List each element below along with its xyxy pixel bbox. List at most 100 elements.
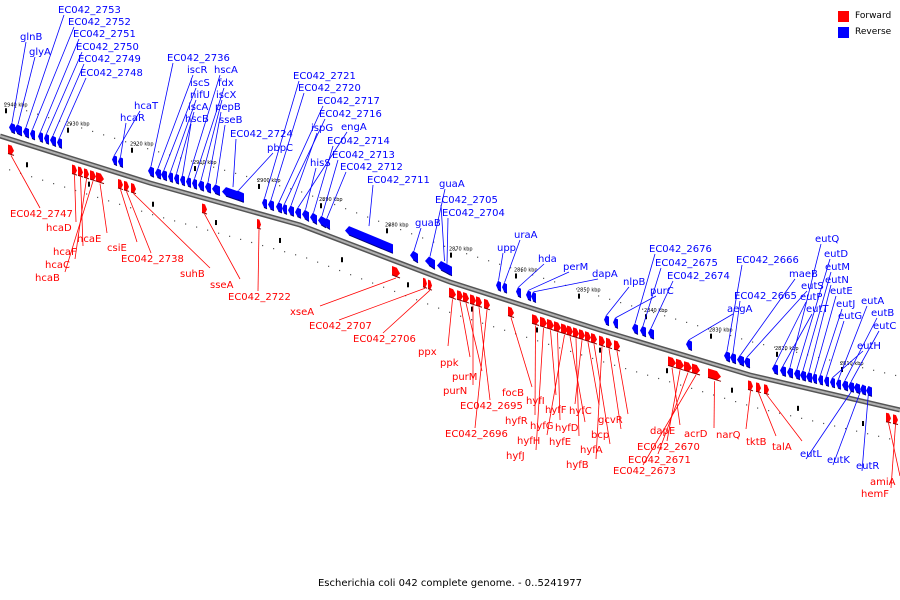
- leader-purm: [465, 302, 483, 372]
- gene-arrow-hcac: [84, 168, 89, 179]
- minor-tick: [614, 364, 616, 366]
- kbp-label: 2840 kbp: [644, 308, 668, 314]
- gene-label-hcad: hcaD: [46, 223, 72, 234]
- kbp-label: 2860 kbp: [514, 267, 538, 273]
- minor-tick: [746, 404, 748, 406]
- leader-maeb: [740, 278, 796, 356]
- gene-arrow-shade: [868, 394, 873, 397]
- minor-tick: [367, 216, 369, 218]
- gene-label-hyfh: hyfH: [517, 436, 540, 447]
- reverse-swatch: [838, 26, 849, 38]
- leader-ec042-2695: [478, 307, 491, 401]
- minor-tick: [548, 343, 550, 345]
- gene-arrow-shade: [825, 384, 830, 387]
- gene-label-hscb: hscB: [185, 114, 209, 125]
- gene-arrow-iscs: [161, 170, 167, 181]
- minor-tick: [125, 141, 127, 143]
- gene-arrow-hyfa: [591, 333, 597, 344]
- leader-ec042-2738: [126, 191, 152, 254]
- minor-tick: [70, 123, 72, 126]
- gene-label-ec042-2670: EC042_2670: [637, 442, 700, 453]
- kbp-tick-up: [386, 228, 388, 234]
- gene-label-xsea: xseA: [290, 307, 314, 318]
- gene-label-focb: focB: [502, 388, 524, 399]
- gene-arrow-ec042-2674: [648, 328, 654, 340]
- gene-arrow-ec042-2748: [57, 137, 62, 149]
- gene-arrow-ec042-2716: [282, 203, 287, 215]
- gene-arrow-hcab: [90, 170, 96, 181]
- gene-arrow-shade: [614, 326, 619, 329]
- gene-arrow-shade: [117, 187, 124, 191]
- gene-label-pbpc: pbpC: [267, 143, 293, 154]
- minor-tick: [394, 290, 396, 293]
- kbp-label: 2930 kbp: [66, 122, 90, 128]
- gene-label-ec042-2666: EC042_2666: [736, 255, 799, 266]
- gene-label-ec042-2753: EC042_2753: [58, 5, 121, 16]
- minor-tick: [620, 302, 622, 304]
- gene-label-perm: perM: [563, 262, 588, 273]
- gene-arrow-bcp: [606, 337, 612, 348]
- gene-label-euts: eutS: [801, 281, 824, 292]
- kbp-label: 2900 kbp: [257, 178, 281, 184]
- leader-amia: [888, 422, 900, 477]
- gene-arrow-hyfc: [585, 331, 591, 342]
- gene-label-purc: purC: [650, 286, 674, 297]
- gene-label-purm: purM: [452, 372, 477, 383]
- gene-arrow-shade: [200, 188, 205, 192]
- kbp-tick-down: [407, 282, 409, 288]
- gene-arrow-ec042-2738: [124, 180, 129, 191]
- gene-arrow-eutd: [794, 369, 800, 380]
- gene-arrow-iscr: [155, 168, 161, 180]
- gene-arrow-shade: [130, 191, 137, 195]
- gene-arrow-ec042-2713: [318, 215, 326, 228]
- leader-eutq: [789, 243, 822, 368]
- gene-arrow-ec042-2707: [423, 277, 427, 288]
- gene-arrow-ec042-2722: [257, 218, 261, 229]
- gene-arrow-maeb: [737, 355, 744, 367]
- minor-tick: [873, 369, 875, 371]
- minor-tick: [537, 340, 539, 342]
- leader-hcat: [114, 110, 141, 156]
- gene-label-bcp: bcp: [591, 430, 609, 441]
- minor-tick: [9, 169, 11, 171]
- gene-arrow-aega: [686, 339, 692, 351]
- leader-gcvr: [616, 350, 629, 415]
- kbp-tick-down: [88, 181, 90, 187]
- gene-label-ec042-2714: EC042_2714: [327, 136, 390, 147]
- minor-tick: [48, 117, 50, 119]
- gene-arrow-hcae: [96, 172, 104, 183]
- minor-tick: [312, 195, 314, 197]
- gene-arrow-iscx: [198, 180, 204, 192]
- gene-label-eutg: eutG: [838, 311, 862, 322]
- gene-label-sseb: sseB: [219, 115, 243, 126]
- gene-arrow-ec042-2704: [444, 263, 450, 275]
- kbp-tick-up: [194, 166, 196, 172]
- leader-hyff: [574, 340, 583, 405]
- minor-tick: [400, 229, 402, 231]
- leader-nlpb: [606, 286, 630, 316]
- gene-arrow-shade: [572, 335, 580, 339]
- minor-tick: [218, 232, 220, 234]
- leader-ec042-2674: [650, 280, 674, 329]
- leader-ec042-2714: [313, 145, 334, 213]
- gene-arrow-shade: [837, 387, 842, 390]
- gene-arrow-xsea: [392, 265, 400, 277]
- leader-hda: [518, 263, 545, 288]
- gene-arrow-shade: [831, 386, 836, 389]
- minor-tick: [191, 160, 193, 162]
- gene-arrow-shade: [278, 210, 283, 214]
- leader-hyfi: [550, 330, 557, 396]
- gene-arrow-hcad: [72, 164, 77, 175]
- minor-tick: [867, 433, 869, 435]
- leader-enga: [297, 131, 348, 208]
- leader-hyfr: [534, 325, 536, 416]
- gene-arrow-shade: [755, 390, 762, 394]
- gene-arrow-ec042-2666: [724, 351, 730, 362]
- gene-arrow-shade: [763, 392, 770, 395]
- leader-eutc: [850, 330, 880, 383]
- leader-hcad: [74, 175, 77, 223]
- minor-tick: [284, 251, 286, 253]
- gene-label-ec042-2724: EC042_2724: [230, 129, 293, 140]
- minor-tick: [686, 321, 688, 323]
